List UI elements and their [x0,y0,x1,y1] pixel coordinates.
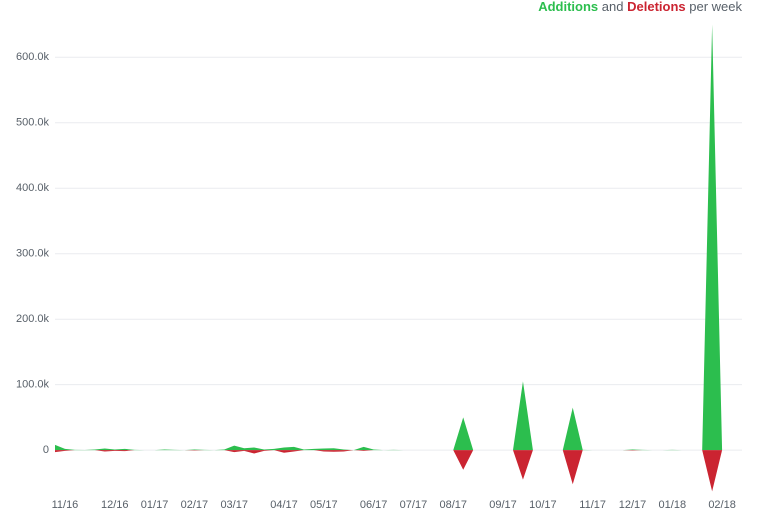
y-tick-label: 200.0k [16,313,50,325]
legend-entry: Additions [538,0,598,14]
area [55,450,742,492]
y-tick-label: 100.0k [16,379,50,391]
x-tick-label: 08/17 [439,499,467,511]
x-tick-label: 03/17 [220,499,248,511]
x-tick-label: 11/17 [579,499,606,511]
x-tick-label: 12/16 [101,499,129,511]
legend-suffix: per week [689,0,742,14]
x-tick-label: 02/18 [708,499,736,511]
x-tick-label: 12/17 [619,499,647,511]
x-tick-label: 09/17 [489,499,517,511]
y-tick-label: 300.0k [16,248,50,260]
x-tick-label: 10/17 [529,499,557,511]
legend-joiner: and [602,0,624,14]
x-tick-label: 11/16 [52,499,79,511]
x-tick-label: 01/18 [659,499,687,511]
area [55,24,742,451]
x-tick-label: 04/17 [270,499,298,511]
x-tick-label: 02/17 [181,499,209,511]
y-tick-label: 400.0k [16,182,50,194]
x-tick-label: 01/17 [141,499,169,511]
y-tick-label: 0 [43,444,49,456]
y-tick-label: 500.0k [16,117,50,129]
x-tick-label: 06/17 [360,499,388,511]
legend-entry: Deletions [627,0,686,14]
legend: Additions and Deletions per week [538,0,742,14]
y-tick-label: 600.0k [16,51,50,63]
x-tick-label: 07/17 [400,499,428,511]
x-tick-label: 05/17 [310,499,338,511]
